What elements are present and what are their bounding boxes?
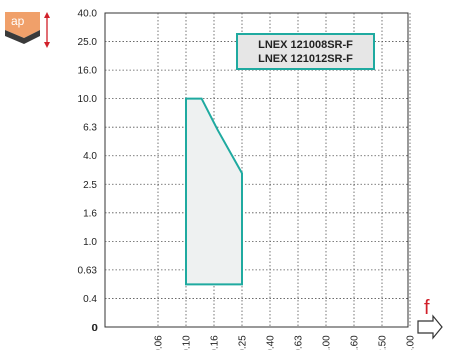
x-tick-label: 0.40 xyxy=(266,335,277,350)
legend-entry-1: LNEX 121008SR-F xyxy=(258,39,353,51)
x-tick-label: 0 xyxy=(92,323,98,334)
y-tick-label: 25.0 xyxy=(78,37,98,48)
y-tick-label: 6.3 xyxy=(83,123,97,134)
ap-label: ap xyxy=(11,14,25,28)
data-region xyxy=(185,97,243,286)
x-tick-label: 0.63 xyxy=(294,335,305,350)
y-tick-label: 40.0 xyxy=(78,9,98,20)
y-tick-label: 2.5 xyxy=(83,180,97,191)
y-tick-label: 1.6 xyxy=(83,208,97,219)
x-tick-label: 4.00 xyxy=(406,335,417,350)
x-tick-label: 0.06 xyxy=(154,335,165,350)
y-tick-label: 0.63 xyxy=(78,265,98,276)
y-tick-label: 16.0 xyxy=(78,66,98,77)
y-tick-label: 0 xyxy=(91,323,97,334)
application-range-area xyxy=(185,97,243,286)
x-axis-ticks: 0 0.06 0.10 0.16 0.25 0.40 0.63 1.00 1.60 2.50 4.0… xyxy=(92,323,416,350)
y-tick-label: 0.4 xyxy=(83,294,97,305)
x-tick-label: 1.60 xyxy=(350,335,361,350)
x-tick-label: 0.16 xyxy=(210,335,221,350)
depth-of-cut-icon: ap xyxy=(0,9,50,50)
legend: LNEX 121008SR-F LNEX 121012SR-F xyxy=(236,33,375,70)
y-tick-label: 10.0 xyxy=(78,94,98,105)
feed-arrow-icon: f xyxy=(417,297,443,340)
y-tick-label: 1.0 xyxy=(83,237,97,248)
x-tick-label: 0.10 xyxy=(182,335,193,350)
feed-label: f xyxy=(424,297,430,319)
x-tick-label: 1.00 xyxy=(322,335,333,350)
x-tick-label: 0.25 xyxy=(238,335,249,350)
y-tick-label: 4.0 xyxy=(83,151,97,162)
legend-entry-2: LNEX 121012SR-F xyxy=(258,53,353,65)
x-tick-label: 2.50 xyxy=(378,335,389,350)
y-axis-ticks: 0 0.4 0.63 1.0 1.6 2.5 4.0 6.3 10.0 16.0 25.0 40.0 xyxy=(78,9,98,335)
